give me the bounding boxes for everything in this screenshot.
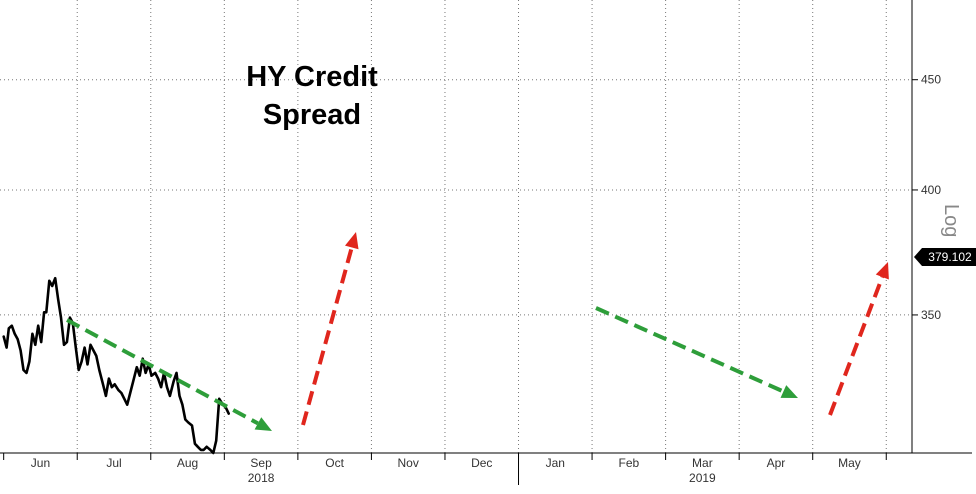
- title-line-1: HY Credit: [246, 61, 378, 93]
- x-tick-label: Nov: [398, 456, 419, 470]
- y-tick-labels: 350 400 450: [912, 73, 941, 322]
- green-trend-arrow-1-head: [254, 417, 272, 431]
- x-tick-label: Oct: [325, 456, 344, 470]
- trend-arrows: [66, 232, 889, 431]
- x-tick-label: Jun: [31, 456, 50, 470]
- last-value-box: [922, 248, 976, 266]
- x-tick-label: Jul: [106, 456, 121, 470]
- x-tick-label: Jan: [546, 456, 565, 470]
- month-ticks: [3, 453, 887, 485]
- x-tick-label: Dec: [471, 456, 492, 470]
- red-trend-arrow-1-shaft: [301, 246, 354, 426]
- year-label: 2019: [689, 471, 716, 485]
- y-tick-label: 350: [921, 308, 941, 322]
- x-tick-label: Feb: [618, 456, 639, 470]
- y-tick-label: 450: [921, 73, 941, 87]
- red-trend-arrow-2-head: [875, 262, 889, 280]
- last-value-badge: 379.102: [914, 248, 976, 266]
- last-value-text: 379.102: [928, 250, 972, 264]
- green-trend-arrow-1-shaft: [66, 318, 259, 426]
- series-line: [2, 276, 230, 455]
- year-label: 2018: [248, 471, 275, 485]
- chart-title: HY Credit Spread: [212, 58, 412, 134]
- last-value-pointer: [914, 248, 922, 266]
- series-layer: [2, 276, 230, 455]
- x-tick-label: Mar: [692, 456, 713, 470]
- red-trend-arrow-2-shaft: [828, 276, 885, 416]
- x-tick-label: Aug: [177, 456, 198, 470]
- red-trend-arrow-1-head: [345, 232, 359, 250]
- scale-label: Log: [940, 204, 962, 238]
- green-trend-arrow-2-head: [780, 385, 798, 398]
- green-trend-arrow-2-shaft: [595, 306, 785, 394]
- x-tick-label: Apr: [767, 456, 786, 470]
- title-line-2: Spread: [262, 99, 362, 131]
- x-tick-labels: Jun Jul Aug Sep Oct Nov Dec Jan Feb Mar Apr May 2018…: [31, 456, 861, 485]
- y-tick-label: 400: [921, 183, 941, 197]
- grid-lines: [0, 0, 972, 454]
- x-tick-label: Sep: [250, 456, 272, 470]
- x-tick-label: May: [838, 456, 861, 470]
